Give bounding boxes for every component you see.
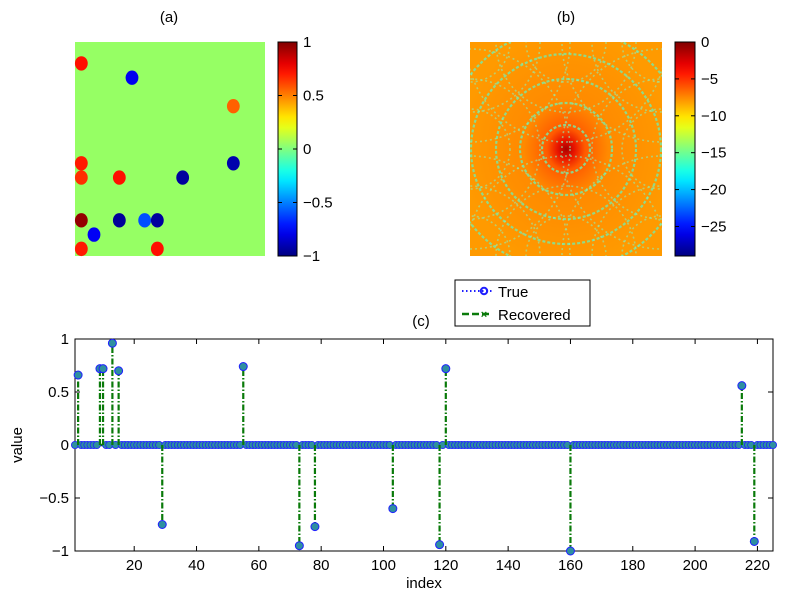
stem-marker	[107, 338, 117, 348]
legend-recovered-marker: ×	[481, 309, 487, 321]
colorbar-a-ticks: 1 0.5 0 −0.5 −1	[278, 34, 333, 265]
x-tick-label: 140	[496, 557, 521, 574]
stem-marker	[157, 520, 167, 529]
panel-a-spots	[74, 56, 240, 257]
panel-a-spot	[74, 56, 88, 71]
legend-true-label: True	[498, 284, 528, 301]
panel-a-spot	[176, 170, 190, 185]
stem-marker	[749, 536, 759, 546]
x-tick-label: 80	[313, 557, 330, 574]
panel-b-interference-rings	[470, 42, 662, 256]
y-tick-label: 1	[61, 331, 69, 348]
panel-b-ring	[621, 108, 662, 190]
colorbar-tick-label: −20	[701, 182, 726, 199]
legend: True × Recovered	[454, 279, 591, 327]
colorbar-tick-label: 0	[701, 34, 709, 51]
stem-marker	[435, 540, 445, 550]
panel-b-ring	[518, 101, 614, 197]
stem-marker	[388, 504, 398, 514]
panel-a-spot	[226, 99, 240, 114]
stem-marker	[238, 362, 248, 372]
panel-c: True × Recovered (c) 20 40 60 80 100 120 140 16…	[9, 279, 778, 592]
panel-b-ring	[540, 123, 592, 175]
y-tick-label: 0	[61, 437, 69, 454]
panel-a-spot	[125, 70, 139, 85]
panel-c-stems	[71, 338, 778, 556]
y-axis-label: value	[9, 427, 26, 463]
panel-a-spot	[74, 241, 88, 257]
x-tick-label: 100	[371, 557, 396, 574]
panel-b-ring	[470, 155, 662, 232]
stem-marker	[98, 364, 108, 374]
colorbar-tick-label: 1	[303, 34, 311, 51]
stem-marker	[565, 546, 575, 556]
colorbar-tick-label: 0	[303, 141, 311, 158]
panel-a-spot	[87, 227, 101, 242]
panel-a-spot	[150, 213, 164, 228]
x-tick-label: 220	[745, 557, 770, 574]
panel-a-spot	[74, 156, 88, 171]
legend-true-marker	[479, 286, 489, 296]
x-tick-label: 180	[620, 557, 645, 574]
colorbar-tick-label: −0.5	[303, 195, 333, 212]
stem-marker	[73, 370, 83, 380]
legend-box	[454, 279, 591, 327]
stem-marker	[310, 522, 320, 532]
colorbar-tick-label: −5	[701, 71, 718, 88]
panel-b: (b) 0 −5 −10 −15 −20 −25	[470, 9, 726, 257]
colorbar-tick-label: −25	[701, 218, 726, 235]
panel-a-spot	[150, 241, 164, 257]
y-tick-label: −1	[52, 543, 69, 560]
panel-b-ring	[470, 78, 541, 220]
y-tick-label: 0.5	[48, 384, 69, 401]
colorbar-b-ticks: 0 −5 −10 −15 −20 −25	[675, 34, 726, 235]
stem-marker	[441, 364, 451, 374]
panel-a-spot	[112, 170, 126, 185]
panel-a-spot	[74, 213, 88, 228]
panel-b-title: (b)	[557, 9, 575, 26]
colorbar-tick-label: −15	[701, 145, 726, 162]
x-tick-label: 20	[126, 557, 143, 574]
x-tick-label: 160	[558, 557, 583, 574]
panel-a-spot	[74, 170, 88, 185]
legend-recovered-label: Recovered	[498, 307, 571, 324]
panel-b-ring	[470, 52, 662, 246]
panel-b-ring	[470, 66, 662, 143]
x-tick-label: 200	[683, 557, 708, 574]
panel-a-spot	[112, 213, 126, 228]
stem-marker	[294, 541, 304, 551]
panel-c-axes: 20 40 60 80 100 120 140 160 180 200 220 1 0.5 0 −0.5 −1	[39, 331, 773, 574]
y-tick-label: −0.5	[39, 490, 69, 507]
panel-b-ring	[470, 108, 511, 190]
panel-a-spot	[226, 156, 240, 171]
x-axis-label: index	[406, 575, 442, 592]
x-tick-label: 40	[188, 557, 205, 574]
x-tick-label: 120	[433, 557, 458, 574]
panel-b-ring	[494, 77, 638, 221]
stem-marker	[114, 366, 124, 376]
panel-b-ring	[470, 48, 571, 250]
stem-marker	[737, 381, 747, 391]
colorbar-tick-label: −1	[303, 248, 320, 265]
panel-a-title: (a)	[160, 9, 178, 26]
stem-marker-zero	[769, 440, 778, 449]
colorbar-b	[674, 41, 696, 257]
colorbar-tick-label: 0.5	[303, 88, 324, 105]
panel-b-image	[470, 42, 662, 256]
panel-c-title: (c)	[412, 313, 430, 330]
panel-a: (a) 1 0.5 0 −0.5 −1	[74, 9, 333, 265]
colorbar-tick-label: −10	[701, 108, 726, 125]
x-tick-label: 60	[251, 557, 268, 574]
panel-a-spot	[138, 213, 152, 228]
panel-a-image	[75, 42, 265, 256]
